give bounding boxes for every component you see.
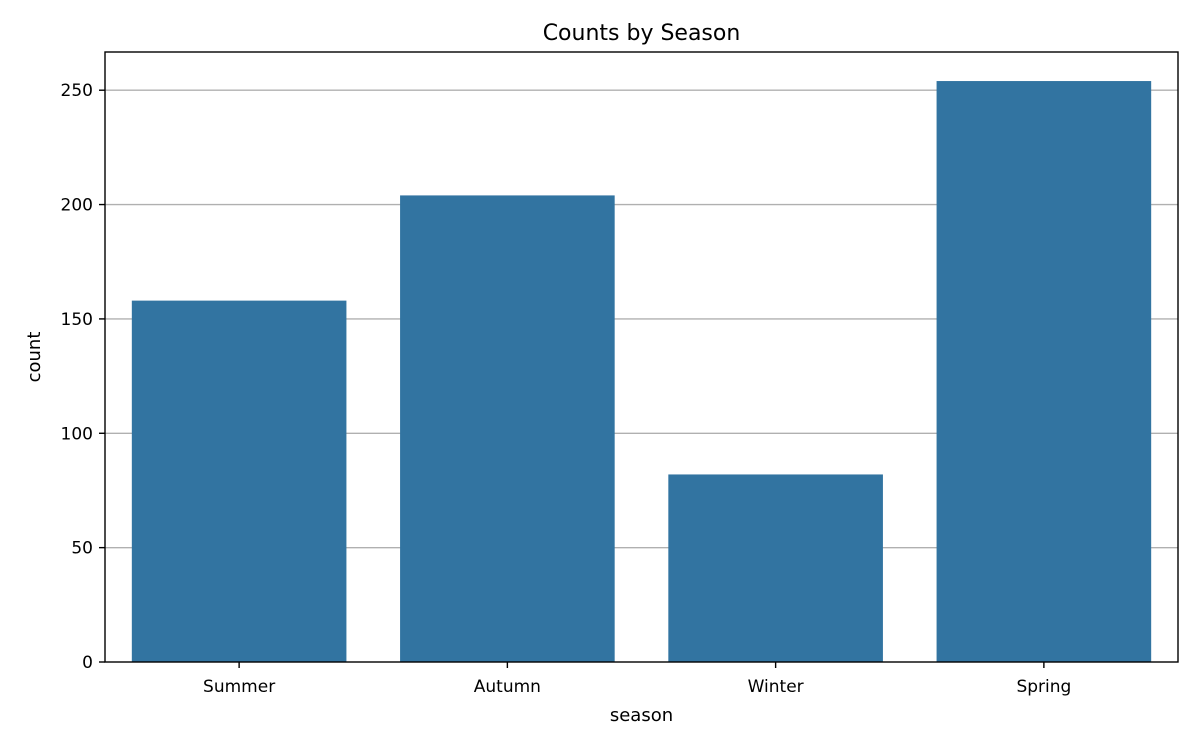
bar-winter: [668, 474, 883, 662]
y-tick-label: 0: [82, 653, 93, 673]
x-tick-label: Autumn: [474, 677, 541, 697]
y-tick-label: 150: [61, 310, 93, 330]
y-tick-label: 100: [61, 424, 93, 444]
x-axis-ticks: Summer Autumn Winter Spring: [203, 662, 1071, 697]
bar-spring: [936, 81, 1152, 663]
bars: [131, 81, 1152, 663]
x-tick-label: Winter: [748, 677, 804, 697]
y-axis-label: count: [24, 332, 45, 383]
bar-summer: [131, 300, 347, 662]
x-tick-label: Spring: [1016, 677, 1071, 697]
y-tick-label: 50: [71, 539, 93, 559]
y-axis-ticks: 0 50 100 150 200 250: [61, 81, 105, 673]
y-tick-label: 200: [61, 196, 93, 216]
x-tick-label: Summer: [203, 677, 275, 697]
y-tick-label: 250: [61, 81, 93, 101]
bar-autumn: [400, 195, 615, 662]
chart-title: Counts by Season: [543, 21, 741, 46]
plot-frame: [104, 51, 1179, 663]
x-axis-label: season: [610, 705, 673, 726]
